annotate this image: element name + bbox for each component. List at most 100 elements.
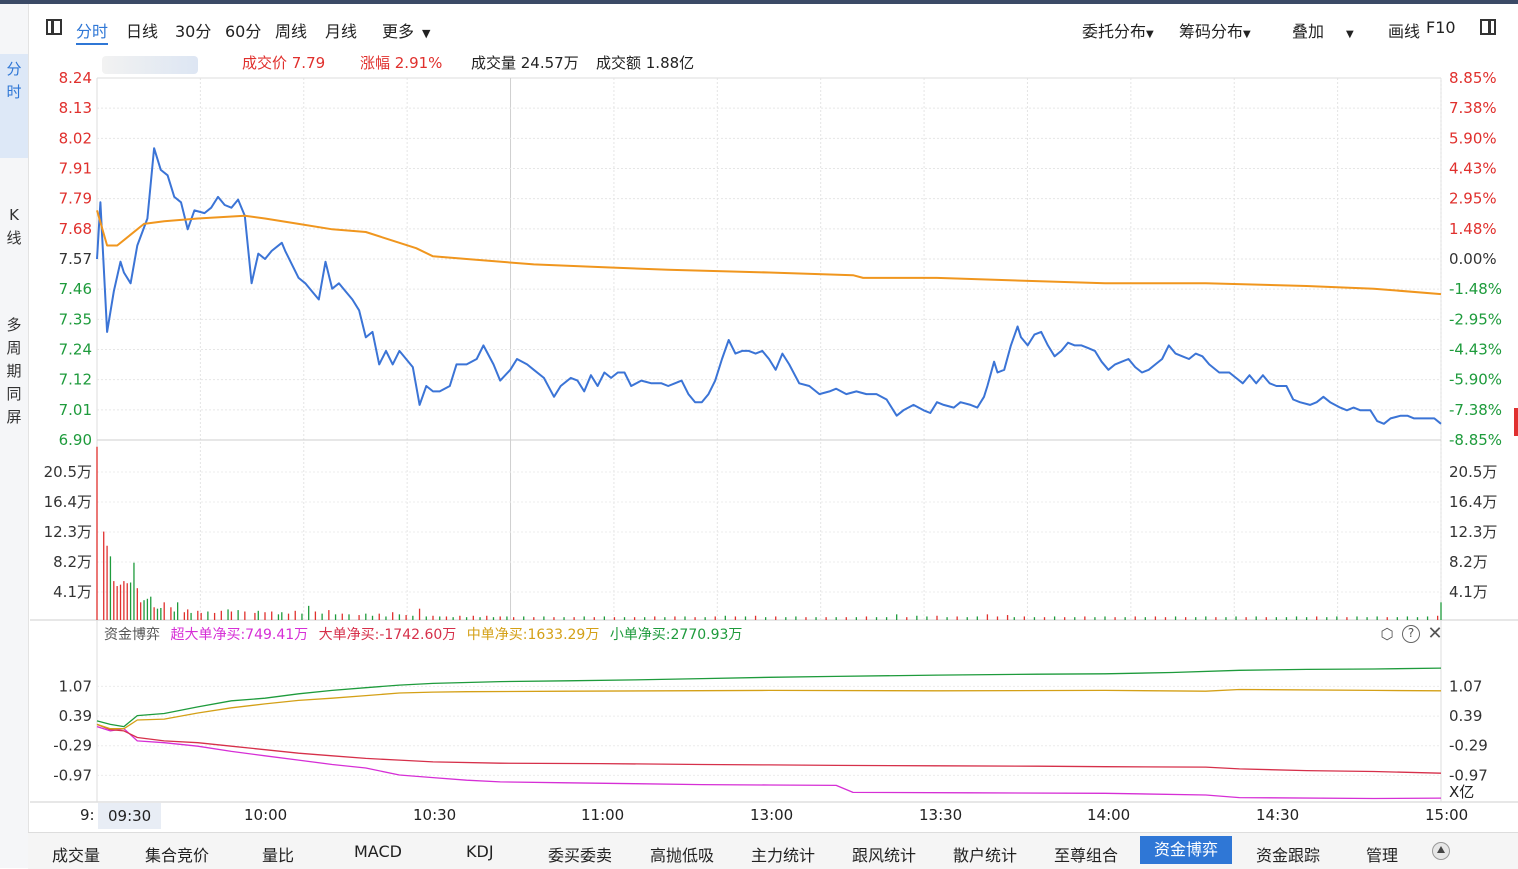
- tab-weekly[interactable]: 周线: [275, 22, 308, 41]
- fund-unit-label: X亿: [1449, 783, 1475, 801]
- chart-grid: [30, 77, 1518, 803]
- fund-tick-label-right: -0.29: [1449, 737, 1488, 755]
- tab-fund-game[interactable]: 资金博弈: [1140, 836, 1233, 864]
- time-label-1430: 14:30: [1256, 806, 1300, 824]
- price-tick-label: 7.91: [59, 160, 92, 178]
- price-tick-label: 7.12: [59, 371, 92, 389]
- medium-net-buy: 中单净买:1633.29万: [466, 627, 600, 643]
- time-label-1000: 10:00: [244, 806, 288, 824]
- tab-fund-tracking[interactable]: 资金跟踪: [1256, 846, 1321, 865]
- more-dropdown[interactable]: 更多 ▼: [382, 18, 430, 42]
- tab-intraday[interactable]: 分时: [76, 18, 109, 45]
- collapse-right-panel-icon[interactable]: [1480, 19, 1496, 35]
- tab-60min[interactable]: 60分: [225, 22, 262, 41]
- fund-tick-label: 0.39: [59, 707, 92, 725]
- tab-supreme-combo[interactable]: 至尊组合: [1054, 846, 1119, 865]
- tab-call-auction[interactable]: 集合竞价: [145, 846, 210, 865]
- sidebar-tab-multi-period[interactable]: 多 周 期 同 屏: [0, 314, 28, 444]
- time-cursor-label: 09:30: [98, 803, 162, 829]
- medium-order-line: [96, 688, 1442, 730]
- caret-down-icon: ▼: [422, 27, 431, 40]
- price-lines: [96, 147, 1442, 425]
- percent-tick-label: -1.48%: [1449, 280, 1502, 298]
- percent-tick-label: 5.90%: [1449, 129, 1497, 147]
- tab-30min[interactable]: 30分: [175, 22, 212, 41]
- percent-tick-label: 7.38%: [1449, 99, 1497, 117]
- close-icon[interactable]: ✕: [1427, 623, 1443, 644]
- volume-tick-label-right: 8.2万: [1449, 553, 1488, 571]
- overlay-label: 叠加: [1292, 22, 1325, 41]
- tab-high-low[interactable]: 高抛低吸: [650, 846, 715, 865]
- price-line: [96, 147, 1442, 425]
- super-large-order-line: [96, 725, 1442, 800]
- fund-tick-label-right: 0.39: [1449, 707, 1482, 725]
- percent-tick-label: -8.85%: [1449, 431, 1502, 449]
- volume-tick-label: 8.2万: [53, 553, 92, 571]
- help-icon[interactable]: ?: [1402, 625, 1420, 643]
- more-dropdown-label: 更多: [382, 22, 415, 41]
- order-distribution-dropdown[interactable]: 委托分布▼: [1082, 18, 1154, 42]
- order-distribution-label: 委托分布: [1082, 22, 1147, 41]
- tab-manage[interactable]: 管理: [1366, 846, 1399, 865]
- tab-macd[interactable]: MACD: [354, 842, 402, 861]
- price-tick-label: 7.46: [59, 280, 92, 298]
- tab-retail-stats[interactable]: 散户统计: [953, 846, 1018, 865]
- draw-line-button[interactable]: 画线: [1388, 22, 1421, 41]
- price-tick-label: 8.24: [59, 69, 92, 87]
- sidebar-tab-kline[interactable]: K 线: [0, 204, 28, 264]
- percent-tick-label: -5.90%: [1449, 371, 1502, 389]
- sidebar-tab-multi-period-label: 多 周 期 同 屏: [6, 316, 22, 426]
- fund-flow-lines: [96, 667, 1442, 800]
- caret-down-icon: ▼: [1243, 29, 1251, 40]
- volume-tick-label-right: 16.4万: [1449, 493, 1497, 511]
- time-label-1330: 13:30: [919, 806, 963, 824]
- price-tick-label: 8.02: [59, 129, 92, 147]
- sidebar-tab-intraday-label: 分 时: [6, 60, 22, 101]
- price-tick-label: 7.68: [59, 220, 92, 238]
- volume-tick-label-right: 4.1万: [1449, 583, 1488, 601]
- tab-volume-ratio[interactable]: 量比: [262, 846, 295, 865]
- volume-tick-label: 12.3万: [44, 523, 92, 541]
- overlay-dropdown[interactable]: 叠加 ▼: [1292, 18, 1354, 42]
- indicator-tabs: 成交量 集合竞价 量比 MACD KDJ 委买委卖 高抛低吸 主力统计 跟风统计…: [28, 832, 1518, 869]
- fund-flow-title: 资金博弈: [104, 627, 160, 643]
- small-order-line: [96, 667, 1442, 728]
- volume-tick-label-right: 20.5万: [1449, 463, 1497, 481]
- tab-bid-ask[interactable]: 委买委卖: [548, 846, 613, 865]
- price-tick-label: 6.90: [59, 431, 92, 449]
- fund-tick-label: 1.07: [59, 677, 92, 695]
- volume-label: 成交量 24.57万: [471, 54, 579, 72]
- volume-tick-label: 20.5万: [44, 463, 92, 481]
- fund-tick-label-right: 1.07: [1449, 677, 1482, 695]
- percent-tick-label: 4.43%: [1449, 160, 1497, 178]
- time-label-start: 9:: [80, 806, 95, 824]
- sidebar-tab-intraday[interactable]: 分 时: [0, 54, 28, 158]
- settings-icon[interactable]: ⬡: [1380, 625, 1394, 643]
- fund-flow-legend: 资金博弈 超大单净买:749.41万 大单净买:-1742.60万 中单净买:1…: [104, 624, 742, 644]
- tab-main-force[interactable]: 主力统计: [751, 846, 816, 865]
- scroll-up-icon[interactable]: [1432, 842, 1450, 860]
- f10-button[interactable]: F10: [1426, 18, 1456, 37]
- tab-volume[interactable]: 成交量: [52, 846, 101, 865]
- last-price-label: 成交价 7.79: [242, 54, 326, 72]
- tab-kdj[interactable]: KDJ: [466, 842, 494, 861]
- sidebar-tab-kline-label: K 线: [6, 206, 22, 247]
- tab-monthly[interactable]: 月线: [325, 22, 358, 41]
- price-tick-label: 7.24: [59, 341, 92, 359]
- view-mode-sidebar: 分 时 K 线 多 周 期 同 屏: [0, 4, 29, 868]
- percent-tick-label: -4.43%: [1449, 341, 1502, 359]
- fund-tick-label: -0.29: [53, 737, 92, 755]
- percent-tick-label: 2.95%: [1449, 190, 1497, 208]
- collapse-left-panel-icon[interactable]: [46, 19, 62, 35]
- percent-tick-label: -2.95%: [1449, 310, 1502, 328]
- tab-daily[interactable]: 日线: [126, 22, 159, 41]
- price-tick-label: 7.35: [59, 310, 92, 328]
- fund-tick-label: -0.97: [53, 766, 92, 784]
- edge-marker: [1514, 408, 1518, 436]
- volume-tick-label: 16.4万: [44, 493, 92, 511]
- caret-down-icon: ▼: [1346, 29, 1354, 40]
- volume-bars: [96, 446, 1442, 620]
- tab-follow-stats[interactable]: 跟风统计: [852, 846, 917, 865]
- chip-distribution-dropdown[interactable]: 筹码分布▼: [1179, 18, 1251, 42]
